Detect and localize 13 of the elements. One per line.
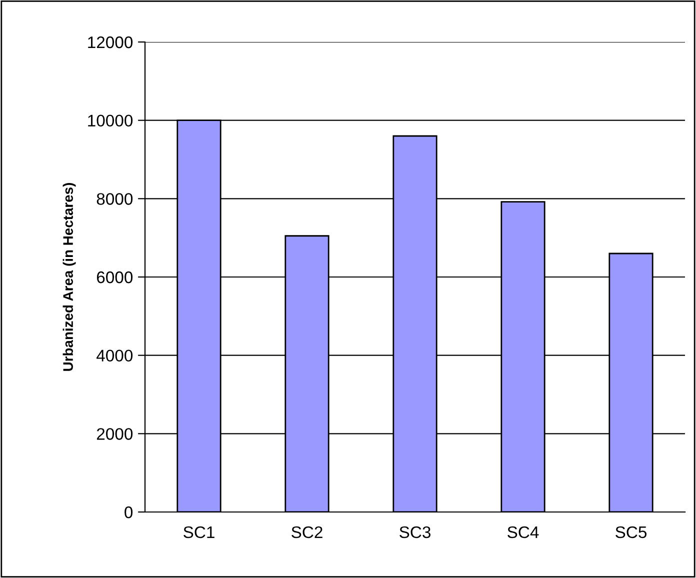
y-tick-label: 6000 (96, 271, 133, 284)
y-tick-label: 2000 (96, 428, 133, 440)
x-tick-label: SC1 (184, 526, 214, 538)
y-tick-label: 8000 (96, 193, 133, 205)
y-tick-label: 10000 (88, 114, 133, 127)
x-tick-label: SC3 (400, 526, 430, 538)
y-tick-label: 4000 (96, 350, 133, 362)
y-axis-title: Urbanized Area (in Hectares) (62, 183, 76, 371)
y-tick-label: 12000 (88, 36, 133, 48)
x-tick-label: SC5 (616, 526, 647, 538)
y-tick-label: 0 (124, 506, 133, 518)
x-tick-label: SC4 (508, 526, 539, 538)
x-tick-label: SC2 (292, 526, 322, 538)
